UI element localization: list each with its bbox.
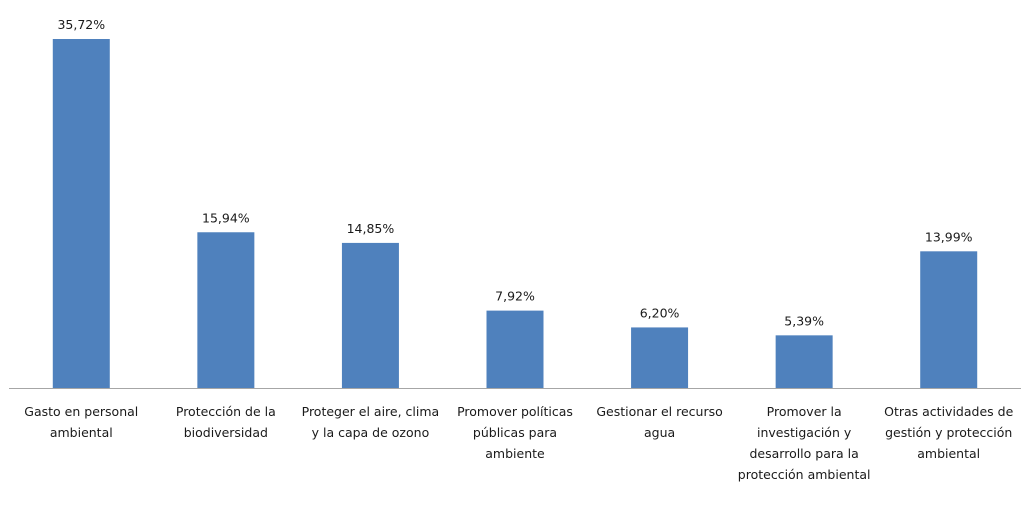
x-tick-label: Proteger el aire, clima y la capa de ozo…: [301, 404, 440, 440]
bar: [775, 335, 833, 388]
x-tick-label: Protección de la biodiversidad: [175, 404, 276, 440]
data-label: 5,39%: [784, 313, 824, 328]
data-label: 14,85%: [347, 221, 395, 236]
x-tick-label: Promover la investigación y desarrollo p…: [737, 404, 871, 482]
bar: [486, 310, 544, 388]
x-tick-label: Gasto en personal ambiental: [24, 404, 139, 440]
bar: [920, 251, 978, 388]
data-label: 13,99%: [925, 229, 973, 244]
bar: [631, 327, 689, 388]
x-tick-label: Otras actividades de gestión y protecció…: [884, 404, 1014, 461]
bar: [52, 39, 110, 388]
data-label: 7,92%: [495, 289, 535, 304]
data-label: 35,72%: [57, 17, 105, 32]
data-label: 6,20%: [640, 305, 680, 320]
bar: [197, 232, 255, 388]
x-tick-label: Gestionar el recurso agua: [596, 404, 723, 440]
data-label: 15,94%: [202, 210, 250, 225]
x-tick-label: Promover políticas públicas para ambient…: [457, 404, 573, 461]
bar: [341, 242, 399, 388]
